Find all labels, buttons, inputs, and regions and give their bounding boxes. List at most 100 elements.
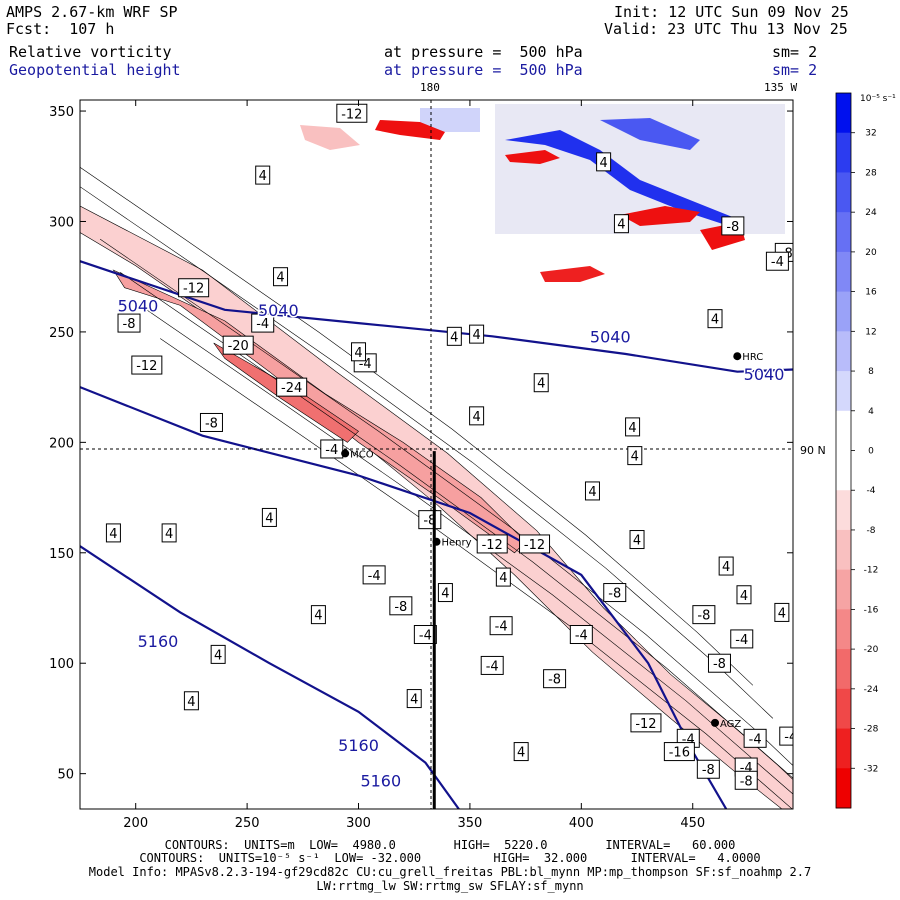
colorbar-swatch <box>836 609 851 650</box>
vorticity-label-box <box>696 759 720 779</box>
vorticity-label-box <box>117 313 141 333</box>
vorticity-label: 4 <box>537 377 545 392</box>
vorticity-label: -8 <box>713 657 726 672</box>
station-markers: MCO Henry HRC AGZ <box>341 352 763 730</box>
colorbar-tick-label: 4 <box>868 407 874 417</box>
vorticity-label: -12 <box>136 359 157 374</box>
vorticity-label-box <box>630 713 662 733</box>
vorticity-label-box <box>406 689 422 709</box>
vorticity-label: 4 <box>314 609 322 624</box>
vorticity-label-box <box>310 605 326 625</box>
height-label: 5040 <box>590 327 631 346</box>
colorbar-swatch <box>836 450 851 491</box>
vorticity-label-box <box>255 165 271 185</box>
vorticity-label: 4 <box>450 330 458 345</box>
colorbar-tick-label: -12 <box>864 566 879 576</box>
vorticity-label: 4 <box>410 693 418 708</box>
vorticity-label: -4 <box>486 659 499 674</box>
vorticity-label-box <box>734 770 758 790</box>
colorbar-tick-label: 8 <box>868 367 874 377</box>
vorticity-label-box <box>489 616 513 636</box>
vorticity-label: 4 <box>633 534 641 549</box>
vorticity-label: -8 <box>702 763 715 778</box>
station-label: AGZ <box>720 719 741 730</box>
vorticity-label: -4 <box>798 136 811 151</box>
vorticity-label-box <box>627 446 643 466</box>
vorticity-label-box <box>446 326 462 346</box>
height-label: 5160 <box>138 632 179 651</box>
vorticity-label-box <box>736 585 752 605</box>
lon-label-135w: 135 W <box>764 81 798 94</box>
vorticity-label: 4 <box>276 271 284 286</box>
vorticity-label: -12 <box>341 107 362 122</box>
vorticity-label: 4 <box>259 169 267 184</box>
vorticity-label: -8 <box>548 673 561 688</box>
vorticity-label: 4 <box>517 746 525 761</box>
colorbar-swatch <box>836 251 851 293</box>
colorbar-swatch <box>836 331 851 372</box>
colorbar-swatch <box>836 371 851 412</box>
y-tick-label: 350 <box>49 105 74 120</box>
vorticity-label: 4 <box>109 527 117 542</box>
colorbar-tick-label: 20 <box>865 248 877 258</box>
y-tick-label: 50 <box>57 768 74 783</box>
vorticity-label-box <box>533 373 549 393</box>
vorticity-label-box <box>178 278 210 298</box>
vorticity-label-box <box>743 728 767 748</box>
vorticity-isoline <box>80 166 754 686</box>
vorticity-label: 4 <box>265 511 273 526</box>
vorticity-label: -12 <box>635 717 656 732</box>
colorbar-swatch <box>836 529 851 571</box>
height-label: 5040 <box>744 365 785 384</box>
vorticity-label: 4 <box>628 421 636 436</box>
vorticity-label-box <box>105 523 121 543</box>
map-grid-lines <box>80 100 793 809</box>
colorbar-swatch <box>836 490 851 531</box>
station-dot <box>733 352 742 361</box>
vorticity-label-box <box>320 439 344 459</box>
x-tick-label: 200 <box>123 816 148 831</box>
vorticity-label-box <box>437 583 453 603</box>
vorticity-label: -8 <box>697 609 710 624</box>
vorticity-label-box <box>765 251 789 271</box>
colorbar-swatch <box>836 172 851 213</box>
init-time: Init: 12 UTC Sun 09 Nov 25 <box>614 3 849 21</box>
vorticity-label-box <box>692 605 716 625</box>
vorticity-label-box <box>613 214 629 234</box>
vorticity-label-box <box>663 742 695 762</box>
field1-smoothing: sm= 2 <box>772 43 818 61</box>
colorbar-tick-label: 12 <box>865 327 876 337</box>
vorticity-label: -8 <box>205 416 218 431</box>
height-label: 5160 <box>360 771 401 790</box>
vorticity-label-box <box>351 342 367 362</box>
vorticity-label: 4 <box>354 346 362 361</box>
vorticity-label: -4 <box>784 730 797 745</box>
y-tick-label: 250 <box>49 326 74 341</box>
station-label: Henry <box>442 538 472 549</box>
vorticity-label-box <box>131 355 163 375</box>
field2-smoothing: sm= 2 <box>772 61 818 79</box>
station-label: HRC <box>742 352 763 363</box>
colorbar-swatch <box>836 212 851 253</box>
vorticity-label-box <box>336 103 368 123</box>
vorticity-label: 4 <box>187 695 195 710</box>
vorticity-label: 4 <box>631 450 639 465</box>
vorticity-label: -20 <box>228 339 249 354</box>
y-tick-label: 300 <box>49 215 74 230</box>
vorticity-label: -8 <box>608 587 621 602</box>
colorbar-tick-label: -16 <box>864 605 879 615</box>
vorticity-label-box <box>603 583 627 603</box>
field2-level: at pressure = 500 hPa <box>384 61 583 79</box>
lon-label-180: 180 <box>420 81 440 94</box>
footer-physics-info: LW:rrtmg_lw SW:rrtmg_sw SFLAY:sf_mynn <box>316 879 584 893</box>
vorticity-label-box <box>413 625 437 645</box>
colorbar: 10⁻⁵ s⁻¹ 32 28 24 20 16 12 8 4 0 -4 -8 -12 -16 -20 -24 -… <box>835 92 896 809</box>
vorticity-label: -8 <box>726 220 739 235</box>
x-tick-label: 300 <box>346 816 371 831</box>
vorticity-label: -4 <box>495 620 508 635</box>
colorbar-tick-label: 16 <box>865 288 877 298</box>
vorticity-label: 4 <box>740 589 748 604</box>
model-title: AMPS 2.67-km WRF SP <box>6 3 178 21</box>
vorticity-label-box <box>210 644 226 664</box>
vorticity-label: -4 <box>325 443 338 458</box>
